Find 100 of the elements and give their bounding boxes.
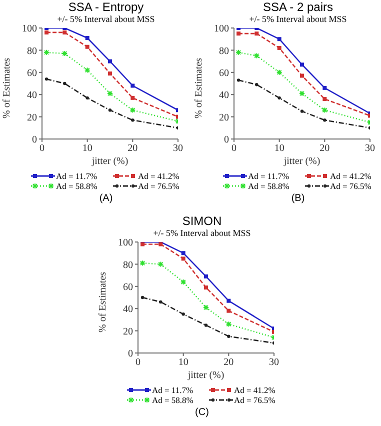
x-tick-label: 10 — [274, 143, 284, 154]
point — [182, 312, 185, 316]
point — [322, 107, 328, 114]
point — [204, 324, 208, 327]
point — [204, 286, 208, 290]
legend-label: Ad = 41.2% — [234, 385, 276, 395]
x-tick-label: 0 — [232, 143, 236, 154]
x-tick-label: 20 — [320, 143, 330, 154]
y-tick-label: 40 — [219, 90, 229, 102]
point — [204, 274, 208, 278]
point — [226, 321, 232, 328]
chart-subtitle: +/- 5% Interval about MSS — [152, 228, 252, 238]
point — [140, 260, 146, 266]
point — [86, 96, 89, 100]
x-tick-label: 30 — [269, 357, 279, 368]
point — [84, 67, 90, 74]
legend-label: Ad = 41.2% — [330, 171, 372, 181]
point — [276, 69, 282, 76]
point — [130, 84, 135, 88]
y-tick-label: 100 — [22, 24, 37, 35]
x-axis-title: jitter (%) — [282, 156, 320, 167]
y-tick-label: 60 — [219, 68, 229, 79]
y-tick-label: 0 — [32, 134, 37, 146]
point — [108, 72, 112, 76]
legend-label: Ad = 58.8% — [248, 181, 290, 191]
point — [140, 296, 144, 300]
chart-title: SIMON — [181, 214, 223, 228]
chart-title: SSA - 2 pairs — [262, 0, 334, 14]
y-axis-title: % of Estimates — [194, 58, 205, 118]
point — [181, 251, 186, 256]
legend-label: Ad = 11.7% — [248, 171, 290, 181]
legend-label: Ad = 11.7% — [152, 385, 194, 395]
point — [323, 118, 326, 122]
point — [85, 36, 90, 40]
point — [108, 59, 112, 64]
point — [236, 78, 240, 82]
point — [140, 242, 145, 246]
point — [300, 62, 304, 67]
point — [158, 242, 163, 246]
point — [300, 74, 304, 78]
point — [277, 37, 282, 42]
x-tick-label: 30 — [365, 143, 375, 154]
point — [227, 334, 230, 338]
y-tick-label: 60 — [27, 68, 37, 79]
point — [236, 32, 241, 36]
x-tick-label: 30 — [173, 143, 183, 154]
x-tick-label: 0 — [136, 357, 140, 368]
point — [44, 49, 50, 56]
point — [278, 96, 281, 100]
x-tick-label: 0 — [40, 143, 44, 154]
point — [158, 261, 164, 268]
text: (B) — [290, 193, 306, 204]
y-tick-label: 100 — [214, 24, 229, 35]
y-tick-label: 100 — [118, 238, 133, 249]
y-axis-title: % of Estimates — [98, 272, 109, 332]
x-tick-label: 10 — [178, 357, 188, 368]
point — [322, 86, 327, 90]
point — [181, 256, 186, 261]
text: (A) — [98, 193, 114, 204]
point — [254, 52, 260, 59]
x-tick-label: 10 — [82, 143, 92, 154]
point — [44, 77, 48, 81]
point — [159, 300, 162, 304]
text: (C) — [194, 407, 210, 418]
y-tick-label: 20 — [219, 112, 229, 124]
x-axis-title: jitter (%) — [90, 156, 128, 167]
point — [254, 32, 259, 36]
point — [85, 44, 90, 49]
y-tick-label: 0 — [224, 134, 229, 146]
y-axis-title: % of Estimates — [2, 58, 13, 118]
y-tick-label: 20 — [123, 326, 133, 338]
point — [277, 46, 282, 50]
y-tick-label: 0 — [128, 348, 133, 360]
y-tick-label: 40 — [123, 304, 133, 316]
chart-title: SSA - Entropy — [67, 0, 145, 14]
chart-subtitle: +/- 5% Interval about MSS — [56, 14, 156, 24]
legend-label: Ad = 41.2% — [138, 171, 180, 181]
y-tick-label: 80 — [27, 46, 37, 57]
point — [108, 108, 112, 112]
point — [226, 308, 231, 313]
point — [63, 82, 66, 86]
legend-label: Ad = 76.5% — [330, 181, 372, 191]
legend-label: Ad = 11.7% — [56, 171, 98, 181]
y-tick-label: 20 — [27, 112, 37, 124]
y-tick-label: 80 — [219, 46, 229, 57]
point — [131, 118, 134, 122]
point — [130, 107, 136, 114]
y-tick-label: 40 — [27, 90, 37, 102]
legend-label: Ad = 76.5% — [234, 395, 276, 405]
legend-label: Ad = 58.8% — [56, 181, 98, 191]
point — [300, 110, 304, 113]
y-tick-label: 60 — [123, 282, 133, 293]
point — [255, 83, 258, 86]
point — [44, 30, 49, 34]
legend-label: Ad = 58.8% — [152, 395, 194, 405]
y-tick-label: 80 — [123, 260, 133, 271]
point — [130, 96, 135, 100]
point — [322, 97, 327, 102]
chart-subtitle: +/- 5% Interval about MSS — [248, 14, 348, 24]
point — [62, 30, 67, 34]
